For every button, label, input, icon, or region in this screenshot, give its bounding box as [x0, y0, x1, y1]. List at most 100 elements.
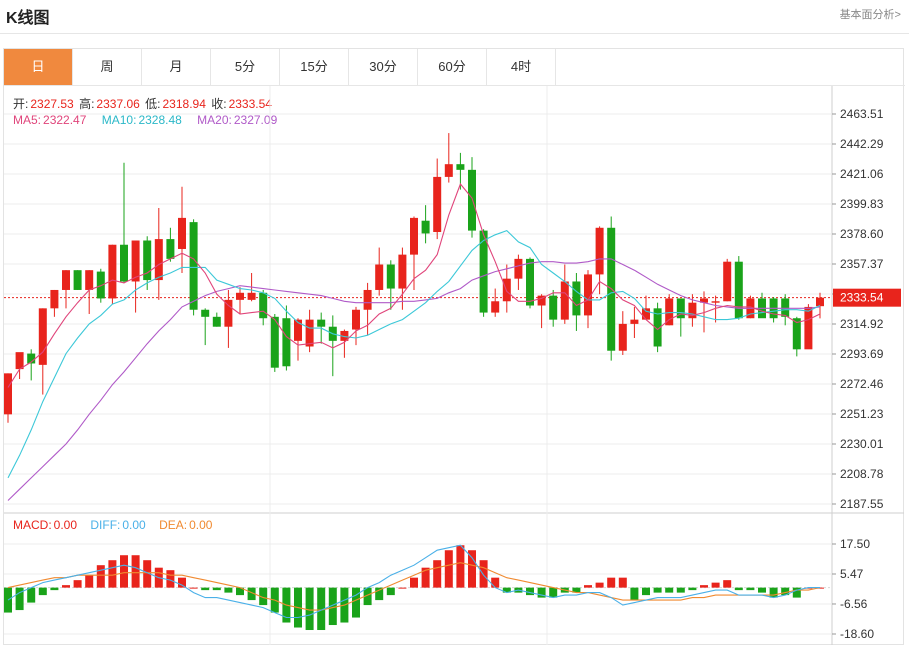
price-tick-label: 2208.78 [840, 467, 884, 481]
candle-body [120, 244, 128, 282]
candle-body [514, 258, 523, 279]
macd-bar [723, 580, 732, 588]
candle-body [792, 318, 801, 350]
candle-body [4, 373, 12, 415]
low-value: 2318.94 [162, 97, 206, 111]
macd-bar [537, 587, 546, 598]
candle-body [618, 323, 627, 351]
macd-bar [526, 587, 534, 596]
macd-bar [96, 565, 105, 588]
candle-body [630, 319, 639, 324]
tab-month[interactable]: 月 [142, 49, 211, 85]
candle-body [154, 239, 163, 281]
chart-panel [3, 48, 904, 645]
candle-body [85, 270, 94, 290]
candle-body [50, 289, 59, 309]
candle-body [456, 164, 465, 170]
tab-60min[interactable]: 60分 [418, 49, 487, 85]
macd-bar [27, 587, 36, 603]
diff-value: 0.00 [122, 518, 146, 532]
candle-body [375, 264, 384, 290]
candle-body [804, 306, 813, 350]
macd-bar [421, 567, 430, 588]
macd-tick-label: 17.50 [840, 537, 870, 551]
price-tick-label: 2251.23 [840, 407, 884, 421]
candle-body [247, 292, 256, 300]
diff-label: DIFF: [90, 518, 121, 532]
candle-body [386, 264, 395, 289]
macd-bar [618, 577, 627, 588]
ma5-label: MA5: [13, 113, 42, 127]
ma10-line [7, 229, 821, 479]
tab-day[interactable]: 日 [4, 49, 73, 85]
macd-bar [700, 585, 708, 588]
macd-bar [201, 587, 210, 591]
macd-tick-label: -18.60 [840, 627, 874, 641]
macd-bar [468, 550, 476, 588]
macd-bar [212, 587, 221, 591]
candle-body [224, 299, 233, 327]
macd-bar [642, 587, 650, 596]
tab-week[interactable]: 周 [73, 49, 142, 85]
macd-bar [781, 587, 790, 596]
fundamental-analysis-link[interactable]: 基本面分析> [839, 9, 901, 21]
macd-bar [665, 587, 674, 593]
low-label: 低: [145, 97, 161, 111]
macd-bar [792, 587, 801, 598]
macd-bar [734, 587, 743, 591]
tab-4hour[interactable]: 4时 [487, 49, 556, 85]
dea-label: DEA: [159, 518, 188, 532]
macd-tick-label: -6.56 [840, 597, 868, 611]
dea-value: 0.00 [189, 518, 213, 532]
macd-bar [224, 587, 233, 593]
candle-body [410, 217, 418, 255]
macd-value: 0.00 [53, 518, 78, 532]
candle-body [572, 281, 581, 316]
ma10-label: MA10: [101, 113, 137, 127]
macd-bar [62, 585, 70, 588]
macd-bar [584, 585, 592, 588]
candle-body [178, 217, 186, 249]
price-tick-label: 2314.92 [840, 317, 884, 331]
macd-bar [502, 587, 511, 593]
macd-bar [595, 582, 604, 588]
candle-body [688, 302, 697, 319]
macd-readout: MACD: 0.00 DIFF: 0.00 DEA: 0.00 [13, 518, 214, 532]
current-price-tag [833, 288, 901, 307]
candle-body [201, 309, 210, 317]
period-tabs: 日 周 月 5分 15分 30分 60分 4时 [4, 49, 556, 85]
tab-5min[interactable]: 5分 [211, 49, 280, 85]
candle-body [294, 319, 302, 341]
close-value: 2333.54 [228, 97, 272, 111]
macd-bar [630, 587, 639, 601]
candle-body [700, 298, 708, 303]
tab-15min[interactable]: 15分 [280, 49, 349, 85]
price-tick-label: 2272.46 [840, 377, 884, 391]
candle-body [595, 227, 604, 275]
candle-body [212, 316, 221, 327]
macd-bar [120, 555, 128, 588]
ohlc-readout: 开: 2327.53 高: 2337.06 低: 2318.94 收: 2333.54 [13, 95, 274, 112]
candle-body [352, 309, 360, 330]
tab-30min[interactable]: 30分 [349, 49, 418, 85]
macd-bar [456, 545, 465, 588]
candle-body [96, 271, 105, 299]
candle-body [584, 274, 592, 316]
candle-body [781, 298, 790, 317]
candle-body [108, 244, 117, 299]
macd-bar [108, 560, 117, 588]
candle-body [131, 240, 140, 282]
macd-bar [131, 555, 140, 588]
macd-bar [653, 587, 662, 593]
ma10-value: 2328.48 [138, 113, 182, 127]
price-tick-label: 2399.83 [840, 197, 884, 211]
candle-body [653, 308, 662, 347]
candle-body [491, 301, 500, 313]
macd-bar [386, 587, 395, 596]
macd-bar [758, 587, 766, 593]
macd-bar [317, 587, 326, 631]
candle-body [282, 318, 291, 367]
candle-body [734, 261, 743, 319]
candle-body [143, 240, 152, 281]
